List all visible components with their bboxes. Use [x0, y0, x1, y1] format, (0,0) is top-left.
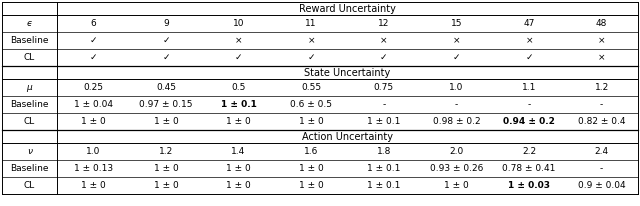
Text: μ: μ [27, 83, 33, 92]
Text: 0.78 ± 0.41: 0.78 ± 0.41 [502, 164, 556, 173]
Text: Action Uncertainty: Action Uncertainty [302, 131, 393, 142]
Text: 0.9 ± 0.04: 0.9 ± 0.04 [578, 181, 625, 190]
Text: 1.0: 1.0 [86, 147, 100, 156]
Text: ×: × [380, 36, 388, 45]
Text: CL: CL [24, 53, 35, 62]
Text: 1.8: 1.8 [376, 147, 391, 156]
Text: CL: CL [24, 117, 35, 126]
Text: 1 ± 0: 1 ± 0 [299, 117, 324, 126]
Text: 48: 48 [596, 19, 607, 28]
Text: ✓: ✓ [235, 53, 243, 62]
Text: ×: × [235, 36, 243, 45]
Text: 0.55: 0.55 [301, 83, 321, 92]
Text: 1 ± 0.1: 1 ± 0.1 [367, 181, 401, 190]
Text: ✓: ✓ [162, 36, 170, 45]
Text: 2.2: 2.2 [522, 147, 536, 156]
Text: 15: 15 [451, 19, 462, 28]
Text: 1.0: 1.0 [449, 83, 463, 92]
Text: 1.1: 1.1 [522, 83, 536, 92]
Text: ν: ν [27, 147, 32, 156]
Text: 0.75: 0.75 [374, 83, 394, 92]
Text: 1 ± 0: 1 ± 0 [226, 181, 251, 190]
Text: 0.97 ± 0.15: 0.97 ± 0.15 [139, 100, 193, 109]
Text: 6: 6 [90, 19, 96, 28]
Text: ×: × [307, 36, 315, 45]
Text: ×: × [598, 53, 605, 62]
Text: 1 ± 0: 1 ± 0 [299, 164, 324, 173]
Text: 1 ± 0: 1 ± 0 [299, 181, 324, 190]
Text: -: - [600, 100, 604, 109]
Text: 12: 12 [378, 19, 390, 28]
Text: ×: × [452, 36, 460, 45]
Text: 9: 9 [163, 19, 169, 28]
Text: -: - [382, 100, 385, 109]
Text: 1 ± 0: 1 ± 0 [444, 181, 469, 190]
Text: 1.2: 1.2 [159, 147, 173, 156]
Text: State Uncertainty: State Uncertainty [305, 68, 390, 77]
Text: Baseline: Baseline [10, 100, 49, 109]
Text: 1 ± 0.1: 1 ± 0.1 [367, 164, 401, 173]
Text: 1.2: 1.2 [595, 83, 609, 92]
Text: ϵ: ϵ [27, 19, 32, 28]
Text: 10: 10 [233, 19, 244, 28]
Text: 1 ± 0: 1 ± 0 [81, 181, 106, 190]
Text: 1 ± 0.13: 1 ± 0.13 [74, 164, 113, 173]
Text: 1 ± 0: 1 ± 0 [226, 117, 251, 126]
Text: 1 ± 0.03: 1 ± 0.03 [508, 181, 550, 190]
Text: -: - [527, 100, 531, 109]
Text: ✓: ✓ [162, 53, 170, 62]
Text: 2.4: 2.4 [595, 147, 609, 156]
Text: 1 ± 0.1: 1 ± 0.1 [221, 100, 257, 109]
Text: ✓: ✓ [90, 36, 97, 45]
Text: ✓: ✓ [307, 53, 315, 62]
Text: 0.45: 0.45 [156, 83, 176, 92]
Text: 0.94 ± 0.2: 0.94 ± 0.2 [503, 117, 555, 126]
Text: 0.98 ± 0.2: 0.98 ± 0.2 [433, 117, 480, 126]
Text: 1 ± 0: 1 ± 0 [154, 117, 179, 126]
Text: 2.0: 2.0 [449, 147, 463, 156]
Text: 47: 47 [524, 19, 535, 28]
Text: Baseline: Baseline [10, 36, 49, 45]
Text: 1 ± 0: 1 ± 0 [81, 117, 106, 126]
Text: 11: 11 [305, 19, 317, 28]
Text: ✓: ✓ [90, 53, 97, 62]
Text: CL: CL [24, 181, 35, 190]
Text: ✓: ✓ [380, 53, 388, 62]
Text: 0.5: 0.5 [232, 83, 246, 92]
Text: ✓: ✓ [452, 53, 460, 62]
Text: 0.93 ± 0.26: 0.93 ± 0.26 [429, 164, 483, 173]
Text: 0.6 ± 0.5: 0.6 ± 0.5 [290, 100, 332, 109]
Text: ×: × [598, 36, 605, 45]
Text: -: - [455, 100, 458, 109]
Text: 1.4: 1.4 [232, 147, 246, 156]
Text: ×: × [525, 36, 533, 45]
Text: 1 ± 0.1: 1 ± 0.1 [367, 117, 401, 126]
Text: Reward Uncertainty: Reward Uncertainty [299, 4, 396, 14]
Text: 1 ± 0: 1 ± 0 [154, 164, 179, 173]
Text: Baseline: Baseline [10, 164, 49, 173]
Text: 1 ± 0: 1 ± 0 [154, 181, 179, 190]
Text: -: - [600, 164, 604, 173]
Text: 0.82 ± 0.4: 0.82 ± 0.4 [578, 117, 625, 126]
Text: 1 ± 0.04: 1 ± 0.04 [74, 100, 113, 109]
Text: 1.6: 1.6 [304, 147, 318, 156]
Text: 0.25: 0.25 [83, 83, 103, 92]
Text: ✓: ✓ [525, 53, 533, 62]
Text: 1 ± 0: 1 ± 0 [226, 164, 251, 173]
